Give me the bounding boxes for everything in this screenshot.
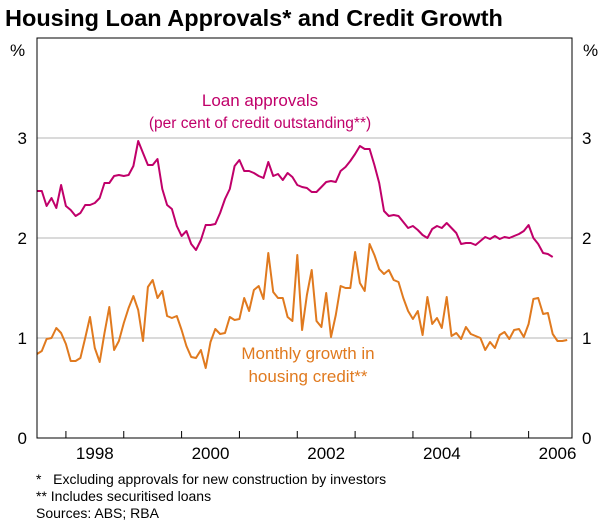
chart-title: Housing Loan Approvals* and Credit Growt… xyxy=(5,5,503,31)
y-tick-label-right: 0 xyxy=(582,429,591,448)
y-tick-label-left: 0 xyxy=(18,429,27,448)
grid-layer xyxy=(37,137,572,438)
y-tick-label-right: 1 xyxy=(582,329,591,348)
plot-frame xyxy=(36,37,573,439)
y-tick-label-left: 2 xyxy=(18,229,27,248)
y-tick-label-left: 1 xyxy=(18,329,27,348)
x-tick-label: 2000 xyxy=(192,444,230,463)
series-label-housing-credit: Monthly growth in xyxy=(241,344,374,363)
series-sublabel-housing-credit: housing credit** xyxy=(248,367,367,386)
footnote-securitised: ** Includes securitised loans xyxy=(36,488,211,504)
y-tick-label-right: 3 xyxy=(582,129,591,148)
series-line-loan-approvals xyxy=(37,140,554,258)
x-tick-label: 2002 xyxy=(307,444,345,463)
footnote-sources: Sources: ABS; RBA xyxy=(36,505,160,521)
series-sublabel-loan-approvals: (per cent of credit outstanding**) xyxy=(149,115,371,132)
x-axis: 1998 2000 2002 2004 2006 xyxy=(76,444,577,463)
y-axis-left: 0 1 2 3 xyxy=(18,129,27,448)
series-line-housing-credit xyxy=(36,243,568,369)
x-tick-label: 2006 xyxy=(539,444,577,463)
y-axis-right: 0 1 2 3 xyxy=(582,129,591,448)
x-tick-label: 1998 xyxy=(76,444,114,463)
x-tick-label: 2004 xyxy=(423,444,461,463)
y-tick-label-left: 3 xyxy=(18,129,27,148)
footnote-investors: * Excluding approvals for new constructi… xyxy=(36,471,386,487)
series-layer xyxy=(36,140,568,369)
y-tick-label-right: 2 xyxy=(582,229,591,248)
right-axis-unit: % xyxy=(583,41,598,60)
left-axis-unit: % xyxy=(10,41,25,60)
series-label-loan-approvals: Loan approvals xyxy=(202,91,318,110)
